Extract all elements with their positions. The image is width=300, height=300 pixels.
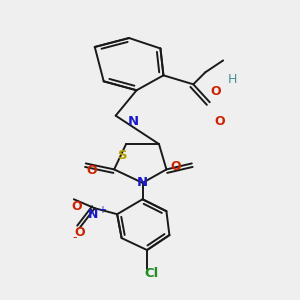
Text: O: O <box>170 160 181 173</box>
Text: +: + <box>98 205 106 215</box>
Text: O: O <box>86 164 97 177</box>
Text: N: N <box>88 208 98 221</box>
Text: O: O <box>215 115 226 128</box>
Text: H: H <box>227 73 237 86</box>
Text: -: - <box>73 231 77 244</box>
Text: N: N <box>128 115 139 128</box>
Text: Cl: Cl <box>144 267 159 280</box>
Text: O: O <box>71 200 82 213</box>
Text: N: N <box>137 176 148 189</box>
Text: S: S <box>118 149 128 163</box>
Text: O: O <box>74 226 85 238</box>
Text: O: O <box>210 85 221 98</box>
